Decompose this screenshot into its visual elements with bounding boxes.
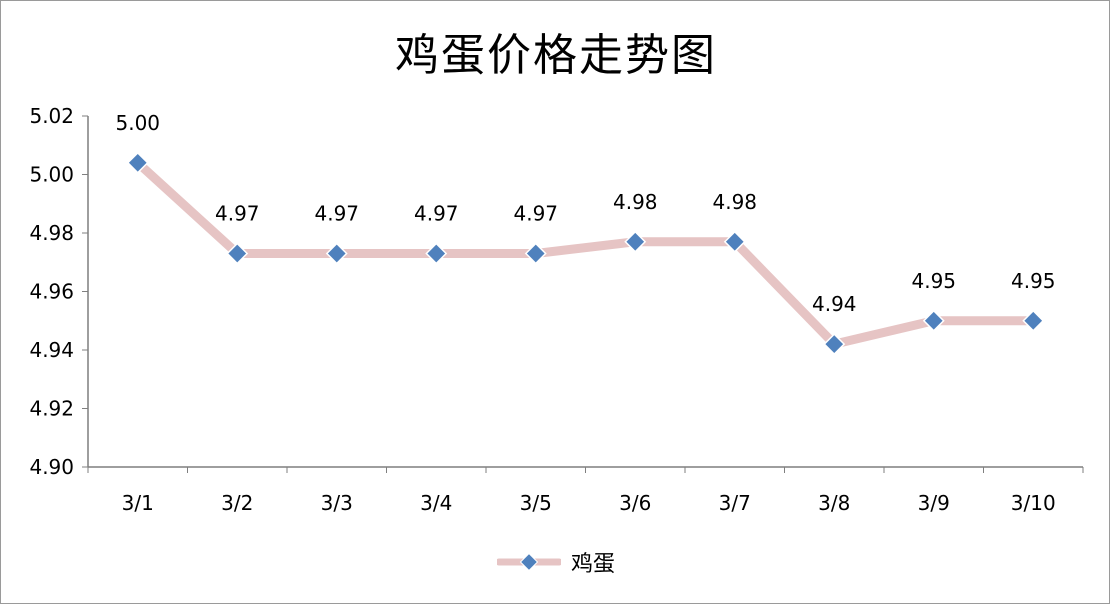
y-tick-label: 4.92: [29, 397, 74, 421]
x-tick-label: 3/5: [520, 491, 552, 515]
x-tick-label: 3/7: [719, 491, 751, 515]
data-point-marker: [425, 242, 448, 265]
x-tick-label: 3/3: [321, 491, 353, 515]
axes: 4.90 4.92 4.94 4.96 4.98 5.00 5.02 3/1 3/2 3/3 3/4…: [29, 104, 1084, 515]
y-tick-label: 4.98: [29, 221, 74, 245]
data-label: 4.94: [812, 292, 857, 316]
x-tick-label: 3/4: [420, 491, 452, 515]
data-point-marker: [226, 242, 249, 265]
data-point-marker: [624, 230, 647, 253]
legend-swatch: [496, 552, 561, 572]
data-label: 4.98: [613, 190, 658, 214]
data-point-marker: [1022, 309, 1045, 332]
data-label: 4.97: [314, 201, 359, 225]
data-point-marker: [723, 230, 746, 253]
x-tick-label: 3/6: [619, 491, 651, 515]
y-tick-label: 5.00: [29, 163, 74, 187]
data-label: 4.95: [1011, 269, 1056, 293]
data-labels-group: 5.00 4.97 4.97 4.97 4.97 4.98 4.98 4.94 4.95 4.95: [115, 111, 1055, 316]
data-point-marker: [126, 151, 149, 174]
x-tick-label: 3/9: [918, 491, 950, 515]
y-tick-label: 4.96: [29, 280, 74, 304]
legend-marker: [519, 552, 539, 572]
data-label: 4.97: [513, 201, 558, 225]
y-tick-label: 5.02: [29, 104, 74, 128]
data-point-marker: [524, 242, 547, 265]
legend-label: 鸡蛋: [570, 552, 615, 577]
data-point-marker: [922, 309, 945, 332]
series-line-group: [133, 158, 1038, 349]
y-tick-label: 4.94: [29, 338, 74, 362]
data-point-marker: [823, 333, 846, 356]
x-tick-label: 3/2: [221, 491, 253, 515]
series-line: [133, 158, 1038, 349]
legend: 鸡蛋: [1, 546, 1110, 578]
x-tick-label: 3/1: [122, 491, 154, 515]
y-tick-label: 4.90: [29, 455, 74, 479]
x-tick-label: 3/8: [818, 491, 850, 515]
markers-group: [126, 151, 1045, 356]
data-label: 5.00: [115, 111, 160, 135]
data-label: 4.95: [911, 269, 956, 293]
x-tick-label: 3/10: [1011, 491, 1056, 515]
data-label: 4.97: [215, 201, 260, 225]
chart-title: 鸡蛋价格走势图: [395, 30, 717, 81]
data-point-marker: [325, 242, 348, 265]
data-label: 4.97: [414, 201, 459, 225]
data-label: 4.98: [712, 190, 757, 214]
